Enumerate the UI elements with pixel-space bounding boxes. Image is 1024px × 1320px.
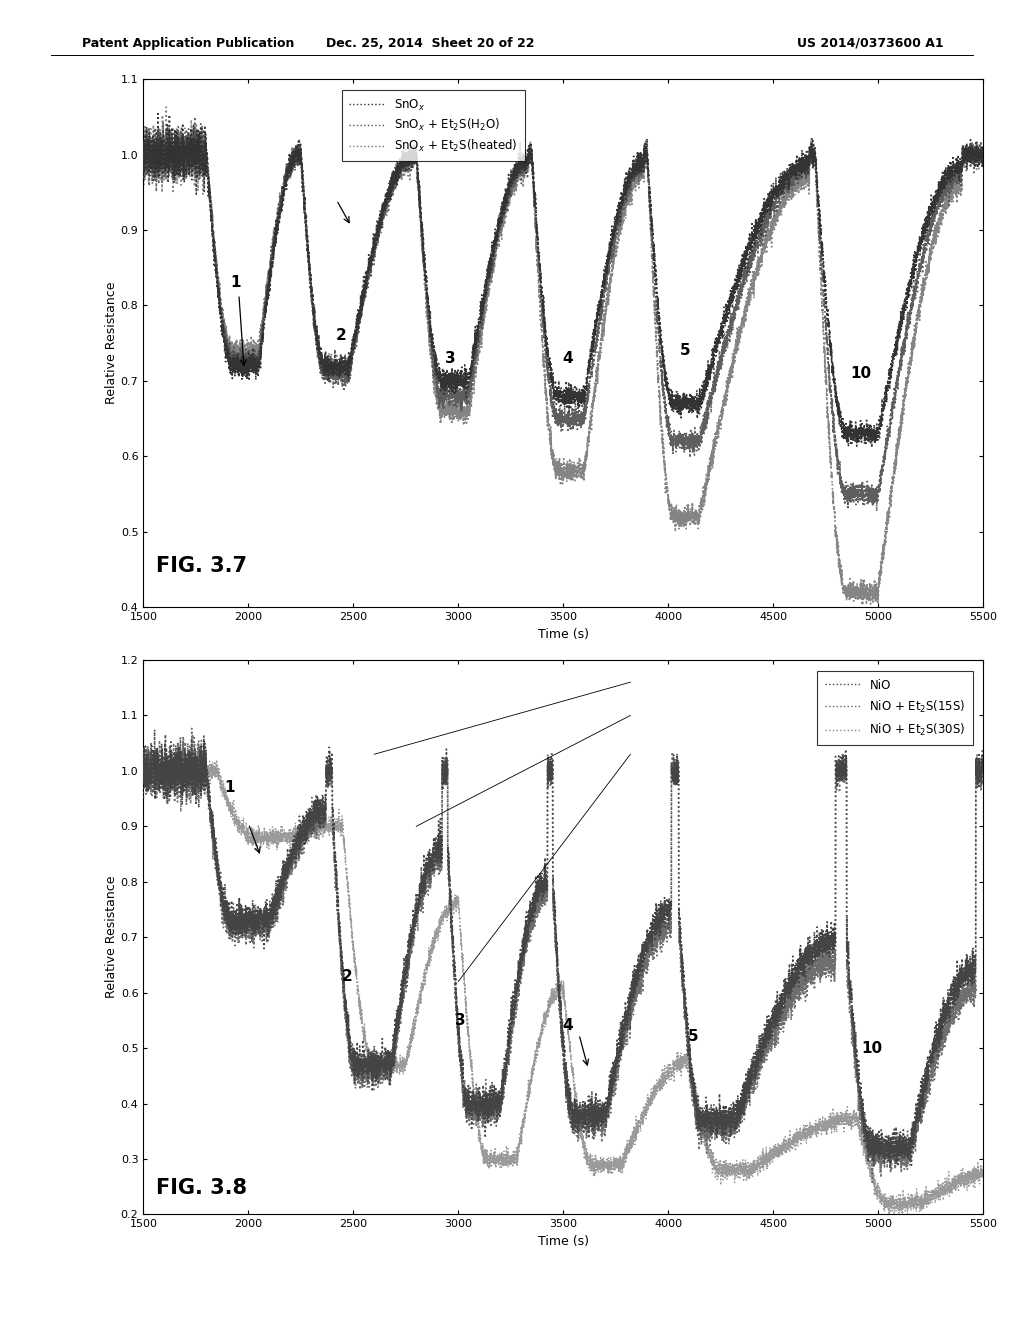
Text: 3: 3 xyxy=(444,351,455,366)
Text: FIG. 3.8: FIG. 3.8 xyxy=(156,1177,247,1197)
X-axis label: Time (s): Time (s) xyxy=(538,1234,589,1247)
Text: 3: 3 xyxy=(455,1012,466,1028)
Text: 1: 1 xyxy=(224,780,234,795)
Text: 10: 10 xyxy=(851,366,871,381)
Text: FIG. 3.7: FIG. 3.7 xyxy=(156,556,247,576)
Text: 10: 10 xyxy=(861,1040,883,1056)
Text: Patent Application Publication: Patent Application Publication xyxy=(82,37,294,50)
Text: 5: 5 xyxy=(680,343,690,358)
Y-axis label: Relative Resistance: Relative Resistance xyxy=(105,282,118,404)
X-axis label: Time (s): Time (s) xyxy=(538,627,589,640)
Text: 4: 4 xyxy=(562,1019,572,1034)
Y-axis label: Relative Resistance: Relative Resistance xyxy=(105,876,118,998)
Legend: NiO, NiO + Et$_2$S(15S), NiO + Et$_2$S(30S): NiO, NiO + Et$_2$S(15S), NiO + Et$_2$S(3… xyxy=(817,672,973,744)
Text: 5: 5 xyxy=(688,1030,698,1044)
Text: 1: 1 xyxy=(230,276,241,290)
Text: Dec. 25, 2014  Sheet 20 of 22: Dec. 25, 2014 Sheet 20 of 22 xyxy=(326,37,535,50)
Text: 2: 2 xyxy=(335,329,346,343)
Text: US 2014/0373600 A1: US 2014/0373600 A1 xyxy=(797,37,944,50)
Text: 2: 2 xyxy=(342,969,352,983)
Text: 4: 4 xyxy=(562,351,572,366)
Legend: SnO$_x$, SnO$_x$ + Et$_2$S(H$_2$O), SnO$_x$ + Et$_2$S(heated): SnO$_x$, SnO$_x$ + Et$_2$S(H$_2$O), SnO$… xyxy=(342,90,524,161)
